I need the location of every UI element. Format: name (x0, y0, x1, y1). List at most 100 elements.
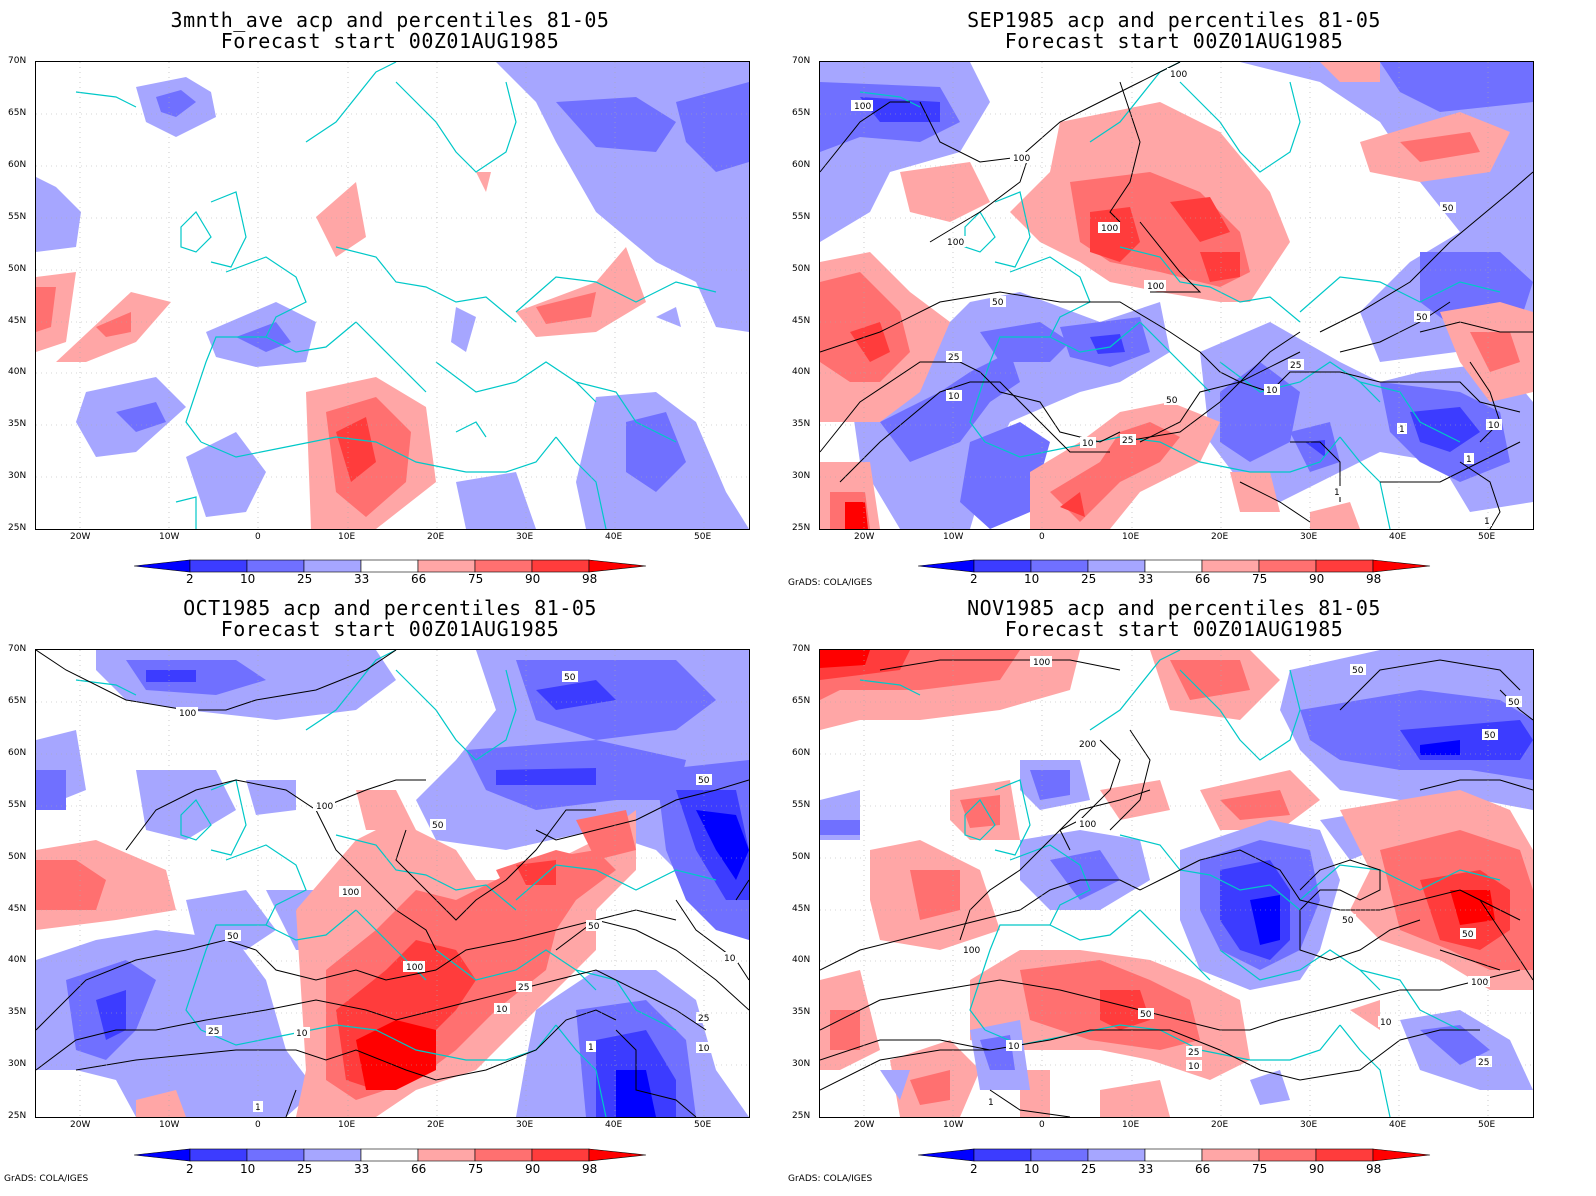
lat-label: 55N (8, 212, 27, 222)
lon-label: 20W (854, 1120, 875, 1130)
lat-label: 40N (792, 367, 811, 377)
colorbar-label: 90 (525, 572, 541, 586)
contour-label: 25 (1478, 1058, 1489, 1068)
lon-label: 20W (70, 1120, 91, 1130)
lat-label: 55N (792, 800, 811, 810)
contour-label: 10 (1188, 1062, 1200, 1072)
lon-label: 0 (1039, 532, 1045, 542)
map-fields: 100 100 100 100 50 50 50 50 50 25 25 25 … (36, 650, 749, 1117)
map-plot (35, 61, 750, 530)
grads-credit: GrADS: COLA/IGES (788, 578, 873, 588)
lon-label: 20E (1211, 1120, 1229, 1130)
lon-label: 30E (516, 532, 534, 542)
contour-label: 10 (724, 954, 736, 964)
contour-label: 50 (1342, 916, 1354, 926)
contour-label: 50 (588, 922, 600, 932)
colorbar-label: 75 (1252, 572, 1268, 586)
colorbar (918, 1148, 1431, 1162)
contour-label: 50 (432, 821, 444, 831)
panel-sep1985: SEP1985 acp and percentiles 81-05 Foreca… (784, 0, 1564, 590)
contour-label: 1 (988, 1098, 994, 1108)
lat-label: 60N (8, 160, 27, 170)
colorbar-label: 2 (186, 572, 194, 586)
lat-label: 25N (792, 523, 811, 533)
lon-label: 40E (1389, 532, 1407, 542)
lat-label: 35N (8, 419, 27, 429)
lon-label: 10E (1122, 532, 1140, 542)
lon-label: 0 (255, 1120, 261, 1130)
colorbar-label: 98 (1366, 572, 1382, 586)
lat-label: 35N (792, 419, 811, 429)
colorbar-label: 75 (1252, 1162, 1268, 1176)
lat-label: 60N (792, 160, 811, 170)
lon-label: 50E (1478, 532, 1496, 542)
lon-label: 20E (427, 1120, 445, 1130)
lat-label: 25N (8, 1111, 27, 1121)
lat-label: 65N (792, 696, 811, 706)
contour-label: 10 (698, 1044, 710, 1054)
panel-title-line1: SEP1985 acp and percentiles 81-05 (967, 8, 1381, 32)
map-fields (36, 62, 749, 529)
lon-label: 50E (1478, 1120, 1496, 1130)
contour-label: 50 (1484, 731, 1496, 741)
lon-label: 10W (159, 1120, 180, 1130)
contour-label: 100 (854, 102, 871, 112)
contour-label: 50 (1462, 930, 1474, 940)
map-plot: 100 100 100 100 50 50 50 50 50 25 25 25 … (35, 649, 750, 1118)
contour-label: 100 (1013, 154, 1030, 164)
lat-label: 30N (8, 471, 27, 481)
lon-label: 10W (159, 532, 180, 542)
grads-credit: GrADS: COLA/IGES (4, 1174, 89, 1184)
colorbar-label: 90 (525, 1162, 541, 1176)
lon-label: 40E (1389, 1120, 1407, 1130)
lon-label: 10E (338, 532, 356, 542)
colorbar-label: 75 (468, 572, 484, 586)
contour-label: 100 (406, 963, 423, 973)
colorbar (918, 559, 1431, 573)
colorbar-label: 66 (411, 572, 427, 586)
lat-label: 40N (8, 367, 27, 377)
colorbar-label: 90 (1309, 572, 1325, 586)
contour-label: 1 (1399, 425, 1405, 435)
lat-label: 30N (792, 1059, 811, 1069)
colorbar-label: 10 (240, 1162, 256, 1176)
contour-label: 100 (342, 888, 359, 898)
contour-label: 100 (1147, 282, 1164, 292)
contour-label: 50 (1140, 1010, 1152, 1020)
colorbar-label: 25 (297, 1162, 313, 1176)
map-plot: 100 100 100 200 50 50 50 50 50 50 25 25 … (819, 649, 1534, 1118)
lat-label: 30N (792, 471, 811, 481)
lon-label: 30E (1300, 1120, 1318, 1130)
colorbar-label: 2 (186, 1162, 194, 1176)
contour-label: 10 (1008, 1042, 1020, 1052)
contour-label: 100 (1170, 70, 1187, 80)
lat-label: 55N (8, 800, 27, 810)
colorbar-label: 25 (1081, 1162, 1097, 1176)
lon-label: 10W (943, 1120, 964, 1130)
contour-label: 25 (518, 983, 529, 993)
lon-label: 20E (1211, 532, 1229, 542)
colorbar-label: 10 (1024, 572, 1040, 586)
contour-label: 1 (255, 1103, 261, 1113)
colorbar-label: 98 (582, 572, 598, 586)
contour-label: 50 (227, 932, 239, 942)
colorbar-label: 98 (582, 1162, 598, 1176)
colorbar-label: 66 (411, 1162, 427, 1176)
lon-label: 20W (70, 532, 91, 542)
contour-label: 25 (698, 1014, 709, 1024)
lat-label: 65N (8, 108, 27, 118)
contour-label: 100 (179, 709, 196, 719)
lon-label: 10W (943, 532, 964, 542)
lat-label: 45N (792, 904, 811, 914)
colorbar-label: 33 (1138, 572, 1154, 586)
colorbar-label: 66 (1195, 572, 1211, 586)
contour-label: 10 (496, 1005, 508, 1015)
contour-label: 50 (1352, 666, 1364, 676)
contour-label: 100 (947, 238, 964, 248)
colorbar-label: 33 (1138, 1162, 1154, 1176)
colorbar-label: 33 (354, 572, 370, 586)
contour-label: 10 (1266, 386, 1278, 396)
contour-label: 10 (296, 1029, 308, 1039)
lat-label: 55N (792, 212, 811, 222)
colorbar-label: 25 (297, 572, 313, 586)
